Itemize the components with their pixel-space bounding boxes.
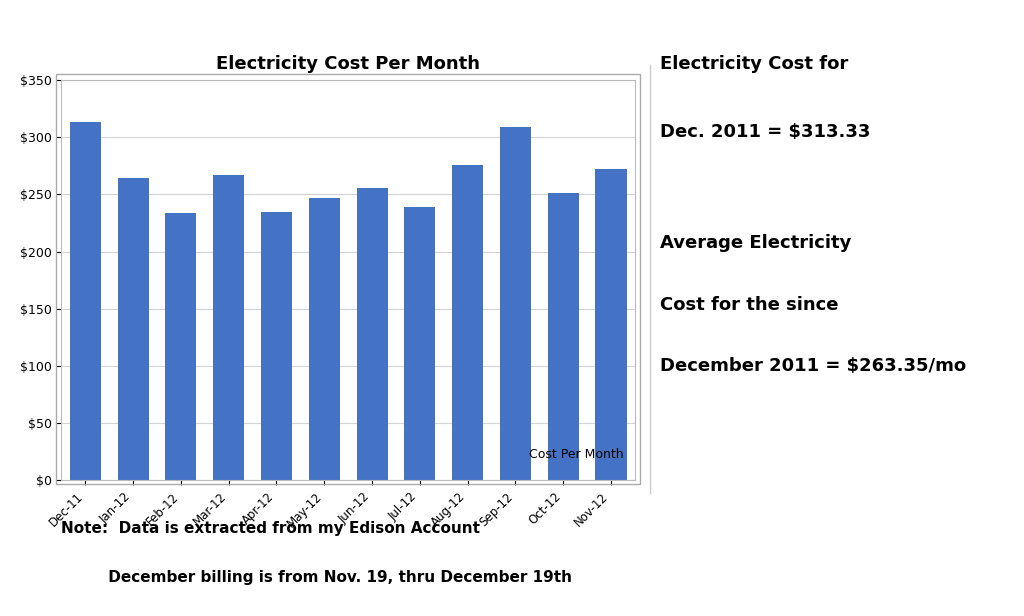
Legend: Cost Per Month: Cost Per Month bbox=[502, 444, 629, 466]
Text: Cost for the since: Cost for the since bbox=[660, 296, 839, 314]
Bar bbox=[166, 213, 197, 480]
Bar bbox=[596, 169, 627, 480]
Bar bbox=[70, 122, 100, 480]
Text: Dec. 2011 = $313.33: Dec. 2011 = $313.33 bbox=[660, 123, 870, 141]
Text: December billing is from Nov. 19, thru December 19th: December billing is from Nov. 19, thru D… bbox=[61, 570, 572, 585]
Bar bbox=[213, 175, 244, 480]
Bar bbox=[548, 193, 579, 480]
Bar bbox=[309, 198, 340, 480]
Bar bbox=[453, 164, 483, 480]
Title: Electricity Cost Per Month: Electricity Cost Per Month bbox=[216, 55, 480, 73]
Text: Average Electricity: Average Electricity bbox=[660, 234, 852, 252]
Bar bbox=[500, 127, 531, 480]
Bar bbox=[118, 179, 148, 480]
Bar bbox=[404, 207, 435, 480]
Text: Electricity Cost for: Electricity Cost for bbox=[660, 55, 849, 73]
Bar bbox=[261, 212, 292, 480]
Text: Note:  Data is extracted from my Edison Account: Note: Data is extracted from my Edison A… bbox=[61, 521, 480, 535]
Text: December 2011 = $263.35/mo: December 2011 = $263.35/mo bbox=[660, 357, 967, 375]
Bar bbox=[356, 188, 387, 480]
